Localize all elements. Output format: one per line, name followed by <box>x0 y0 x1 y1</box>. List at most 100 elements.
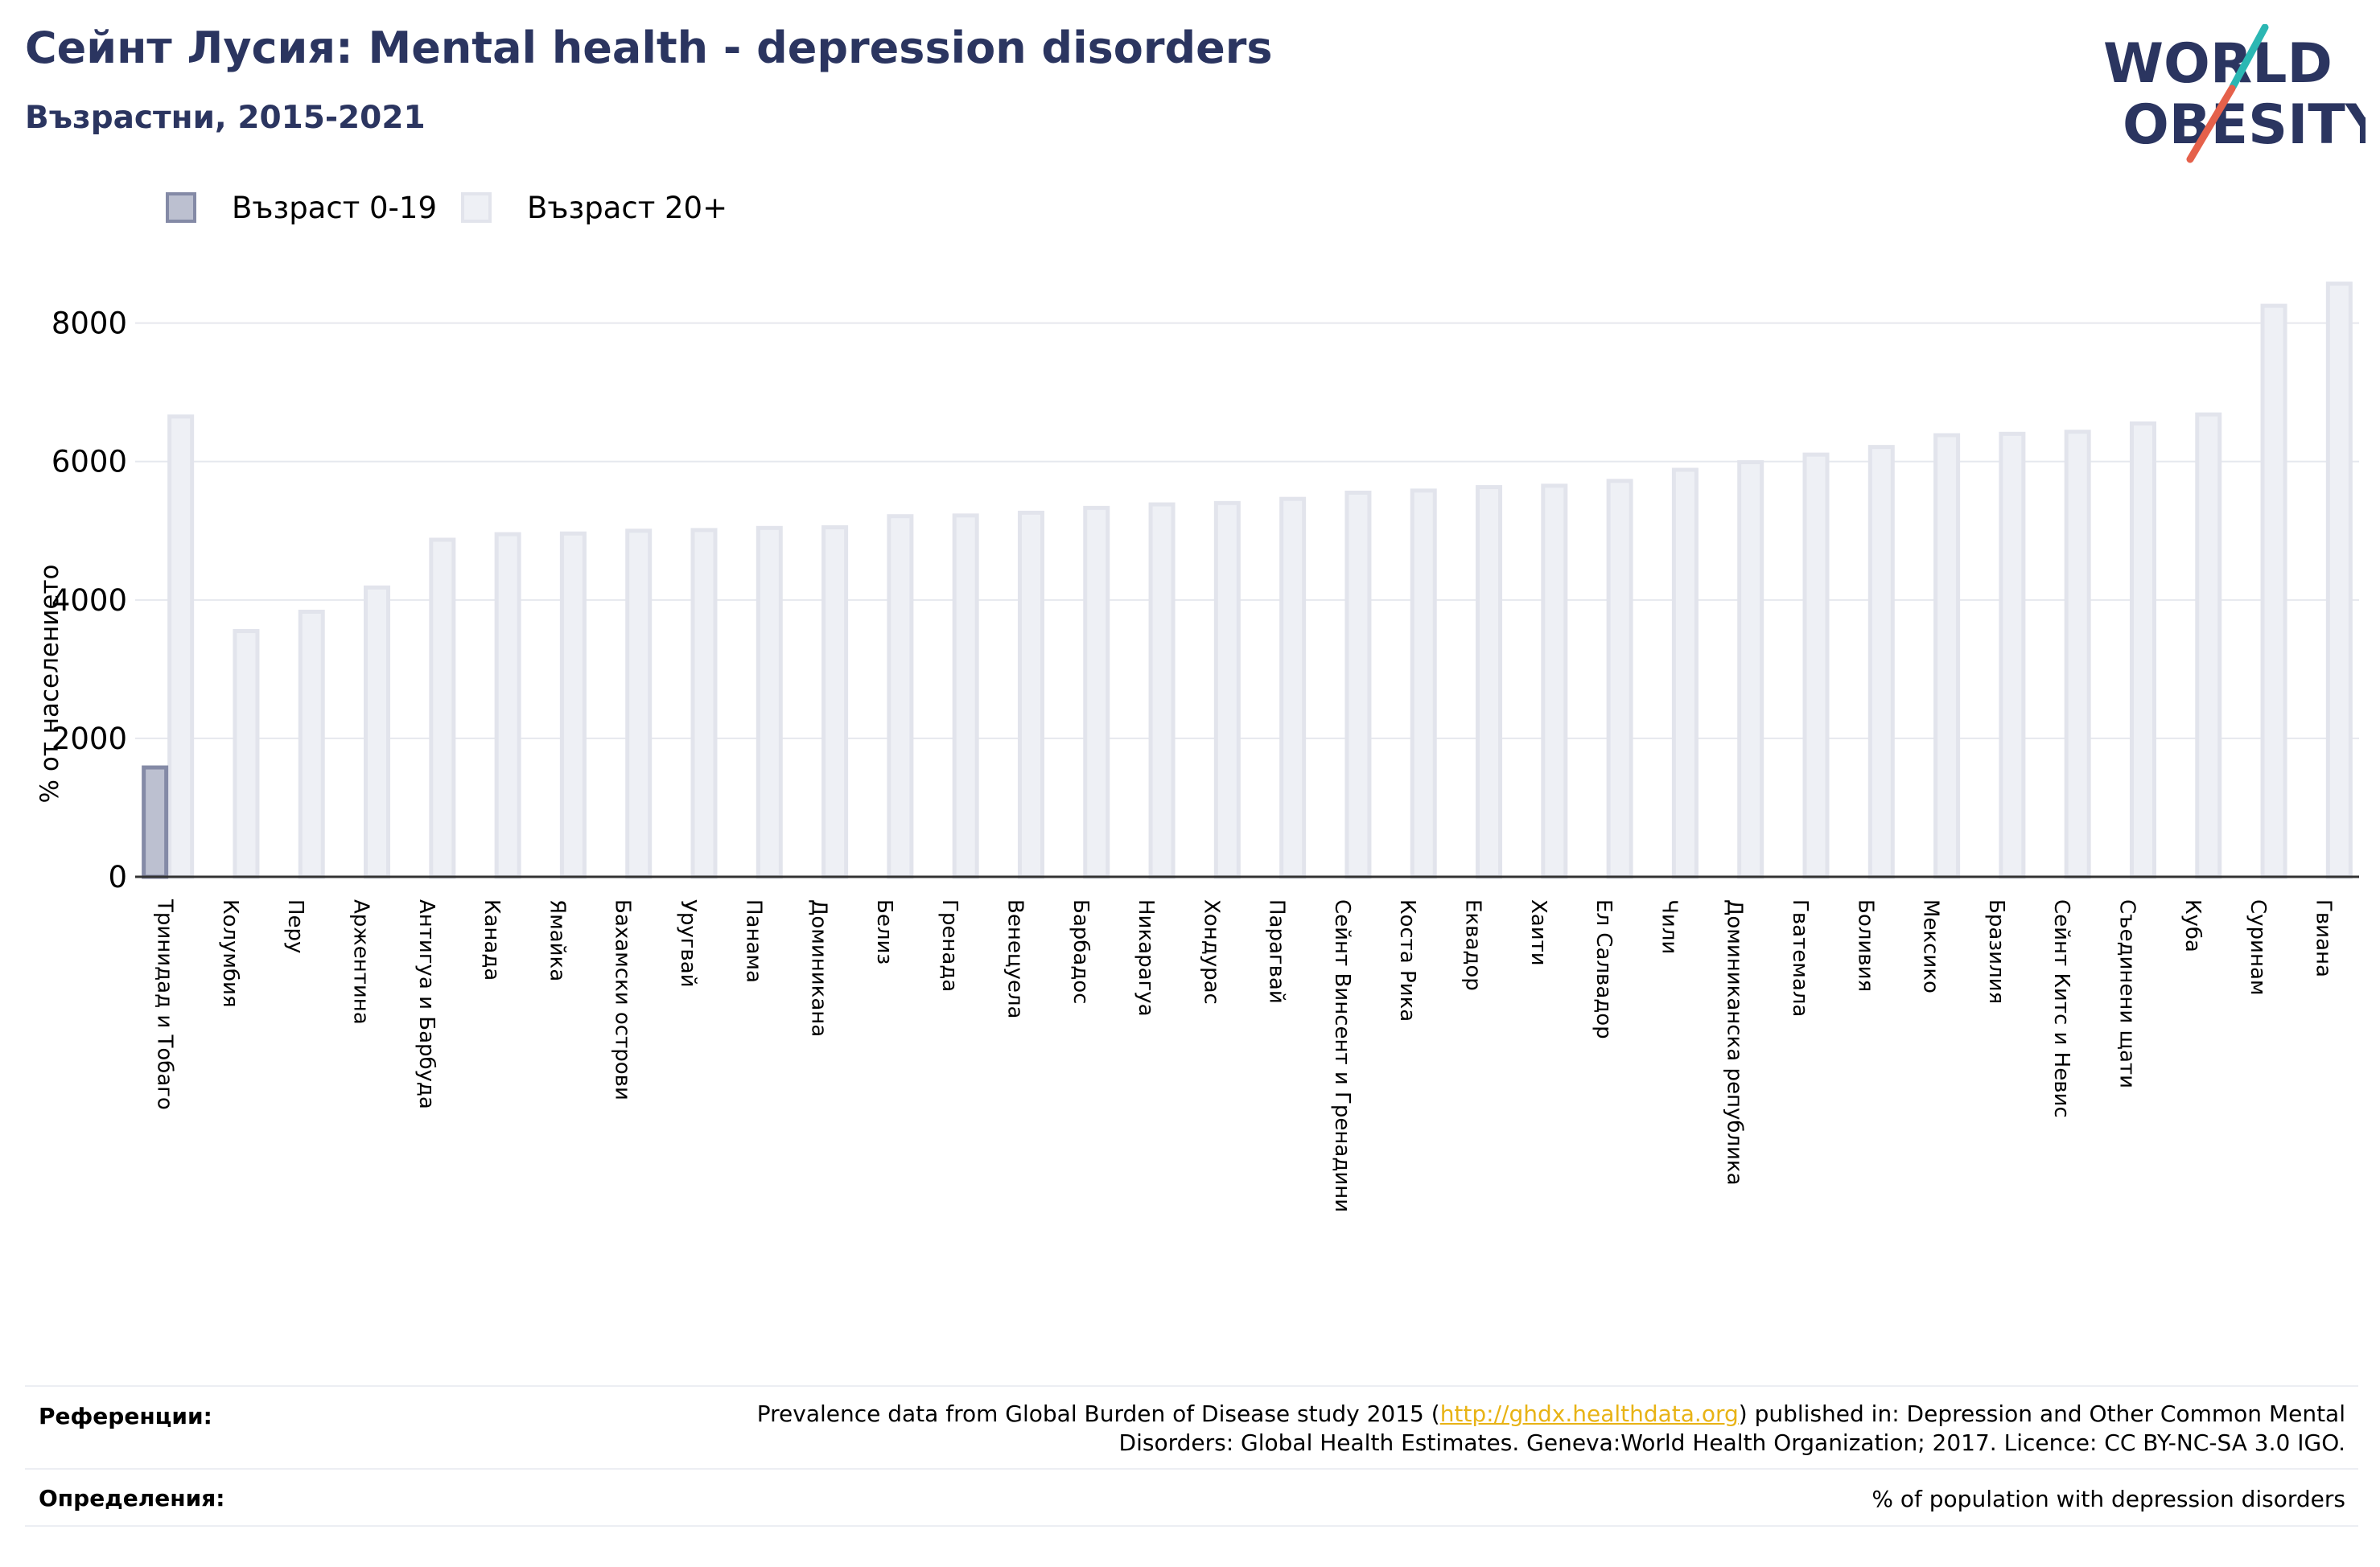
y-tick-label: 8000 <box>51 306 127 341</box>
bar-adult <box>429 537 456 879</box>
bar-adult <box>690 528 718 879</box>
bar-adult <box>1410 488 1437 879</box>
x-tick-label: Перу <box>283 899 307 953</box>
bar-adult <box>1148 502 1176 879</box>
x-tick-label: Тринидад и Тобаго <box>153 899 177 1110</box>
x-tick-label: Бахамски острови <box>611 899 635 1100</box>
bar-adult <box>233 629 260 879</box>
world-obesity-logo: WORLD OBESITY <box>2103 24 2366 163</box>
bar-adult <box>364 585 391 879</box>
bar-adult <box>1802 452 1830 879</box>
bar-adult <box>756 525 783 879</box>
references-text: Prevalence data from Global Burden of Di… <box>757 1400 2345 1458</box>
logo-line-2: OBESITY <box>2123 93 2366 157</box>
page-title: Сейнт Лусия: Mental health - depression … <box>25 23 1273 73</box>
x-tick-label: Гренада <box>937 899 961 992</box>
bar-adult <box>887 514 914 879</box>
x-tick-label: Гватемала <box>1788 899 1812 1017</box>
x-tick-label: Хаити <box>1526 899 1550 966</box>
x-tick-label: Ел Салвадор <box>1591 899 1616 1039</box>
x-tick-label: Бразилия <box>1984 899 2008 1004</box>
legend-swatch-adult <box>461 192 492 223</box>
x-tick-label: Панама <box>741 899 765 983</box>
x-tick-label: Гвиана <box>2311 899 2335 977</box>
bar-adult <box>821 524 849 879</box>
x-tick-label: Коста Рика <box>1395 899 1419 1022</box>
references-link[interactable]: http://ghdx.healthdata.org <box>1439 1400 1739 1427</box>
references-text-line2: Disorders: Global Health Estimates. Gene… <box>1118 1429 2345 1456</box>
bar-adult <box>2260 303 2287 879</box>
legend-item-young[interactable]: Възраст 0-19 <box>166 191 437 225</box>
bar-adult <box>494 532 521 879</box>
footer-divider-bottom <box>25 1525 2358 1527</box>
x-tick-label: Белиз <box>872 899 896 964</box>
references-text-pre: Prevalence data from Global Burden of Di… <box>756 1400 1440 1427</box>
x-tick-label: Аржентина <box>349 899 373 1025</box>
x-tick-label: Уругвай <box>676 899 700 988</box>
bar-adult <box>1999 431 2026 879</box>
x-tick-label: Барбадос <box>1069 899 1093 1004</box>
legend: Възраст 0-19 Възраст 20+ <box>166 185 751 230</box>
references-text-post: ) published in: Depression and Other Com… <box>1738 1400 2345 1427</box>
bar-adult <box>952 513 979 879</box>
bar-adult <box>1213 500 1241 879</box>
bar-adult <box>1017 510 1044 879</box>
bar-adult <box>1476 485 1503 879</box>
x-tick-label: Антигуа и Барбуда <box>414 899 439 1109</box>
bar-adult <box>559 531 587 879</box>
bar-adult <box>1279 496 1307 879</box>
bar-adult <box>167 414 195 879</box>
bar-adult <box>2064 430 2091 879</box>
bar-adult <box>1933 433 1961 879</box>
bar-adult <box>1541 483 1568 879</box>
x-tick-label: Чили <box>1657 899 1681 954</box>
legend-swatch-young <box>166 192 196 223</box>
bar-adult <box>1606 479 1633 879</box>
bar-adult <box>1737 460 1764 879</box>
logo-slash-red <box>2186 84 2236 163</box>
x-tick-label: Колумбия <box>218 899 242 1008</box>
y-tick-label: 6000 <box>51 445 127 479</box>
x-tick-label: Парагвай <box>1265 899 1289 1004</box>
y-tick-label: 2000 <box>51 722 127 756</box>
x-tick-label: Доминикана <box>807 899 831 1037</box>
definitions-text: % of population with depression disorder… <box>1871 1486 2345 1512</box>
bar-adult <box>1344 490 1372 879</box>
bar-adult <box>625 529 653 879</box>
legend-item-adult[interactable]: Възраст 20+ <box>461 191 727 225</box>
x-tick-label: Сейнт Китс и Невис <box>2049 899 2073 1118</box>
bar-adult <box>298 609 325 879</box>
x-tick-label: Венецуела <box>1003 899 1027 1018</box>
bar-adult <box>2195 412 2222 879</box>
y-axis-label: % от населението <box>35 565 64 804</box>
legend-label-adult: Възраст 20+ <box>527 190 728 225</box>
bar-young <box>142 765 169 879</box>
x-tick-label: Суринам <box>2246 899 2270 996</box>
definitions-row: Определения: % of population with depres… <box>25 1482 2358 1517</box>
x-tick-label: Никарагуа <box>1134 899 1158 1017</box>
x-tick-label: Боливия <box>1853 899 1877 992</box>
bar-chart: 0 2000 4000 6000 8000 % от населението Тринида… <box>35 282 2359 1212</box>
x-tick-label: Ямайка <box>545 899 569 981</box>
x-tick-label: Доминиканска република <box>1723 899 1747 1186</box>
bar-adult <box>1083 505 1110 879</box>
footer-divider-top <box>25 1385 2358 1387</box>
x-tick-label: Мексико <box>1919 899 1943 993</box>
bar-adult <box>2129 421 2156 879</box>
bar-adult <box>1671 467 1699 879</box>
legend-label-young: Възраст 0-19 <box>232 190 437 225</box>
definitions-label: Определения: <box>39 1485 225 1511</box>
references-row: Референции: Prevalence data from Global … <box>25 1400 2358 1464</box>
footer-divider-mid <box>25 1468 2358 1470</box>
y-tick-label: 4000 <box>51 583 127 618</box>
bar-adult <box>2325 282 2353 879</box>
x-tick-label: Сейнт Винсент и Гренадини <box>1330 899 1354 1212</box>
x-tick-label: Съединени щати <box>2114 899 2139 1088</box>
logo-slash-teal <box>2229 24 2269 91</box>
references-label: Референции: <box>39 1403 212 1429</box>
y-tick-label: 0 <box>108 860 127 895</box>
x-tick-label: Куба <box>2180 899 2205 952</box>
bar-adult <box>1867 445 1895 879</box>
x-tick-label: Канада <box>480 899 504 981</box>
page-subtitle: Възрастни, 2015-2021 <box>25 100 426 136</box>
